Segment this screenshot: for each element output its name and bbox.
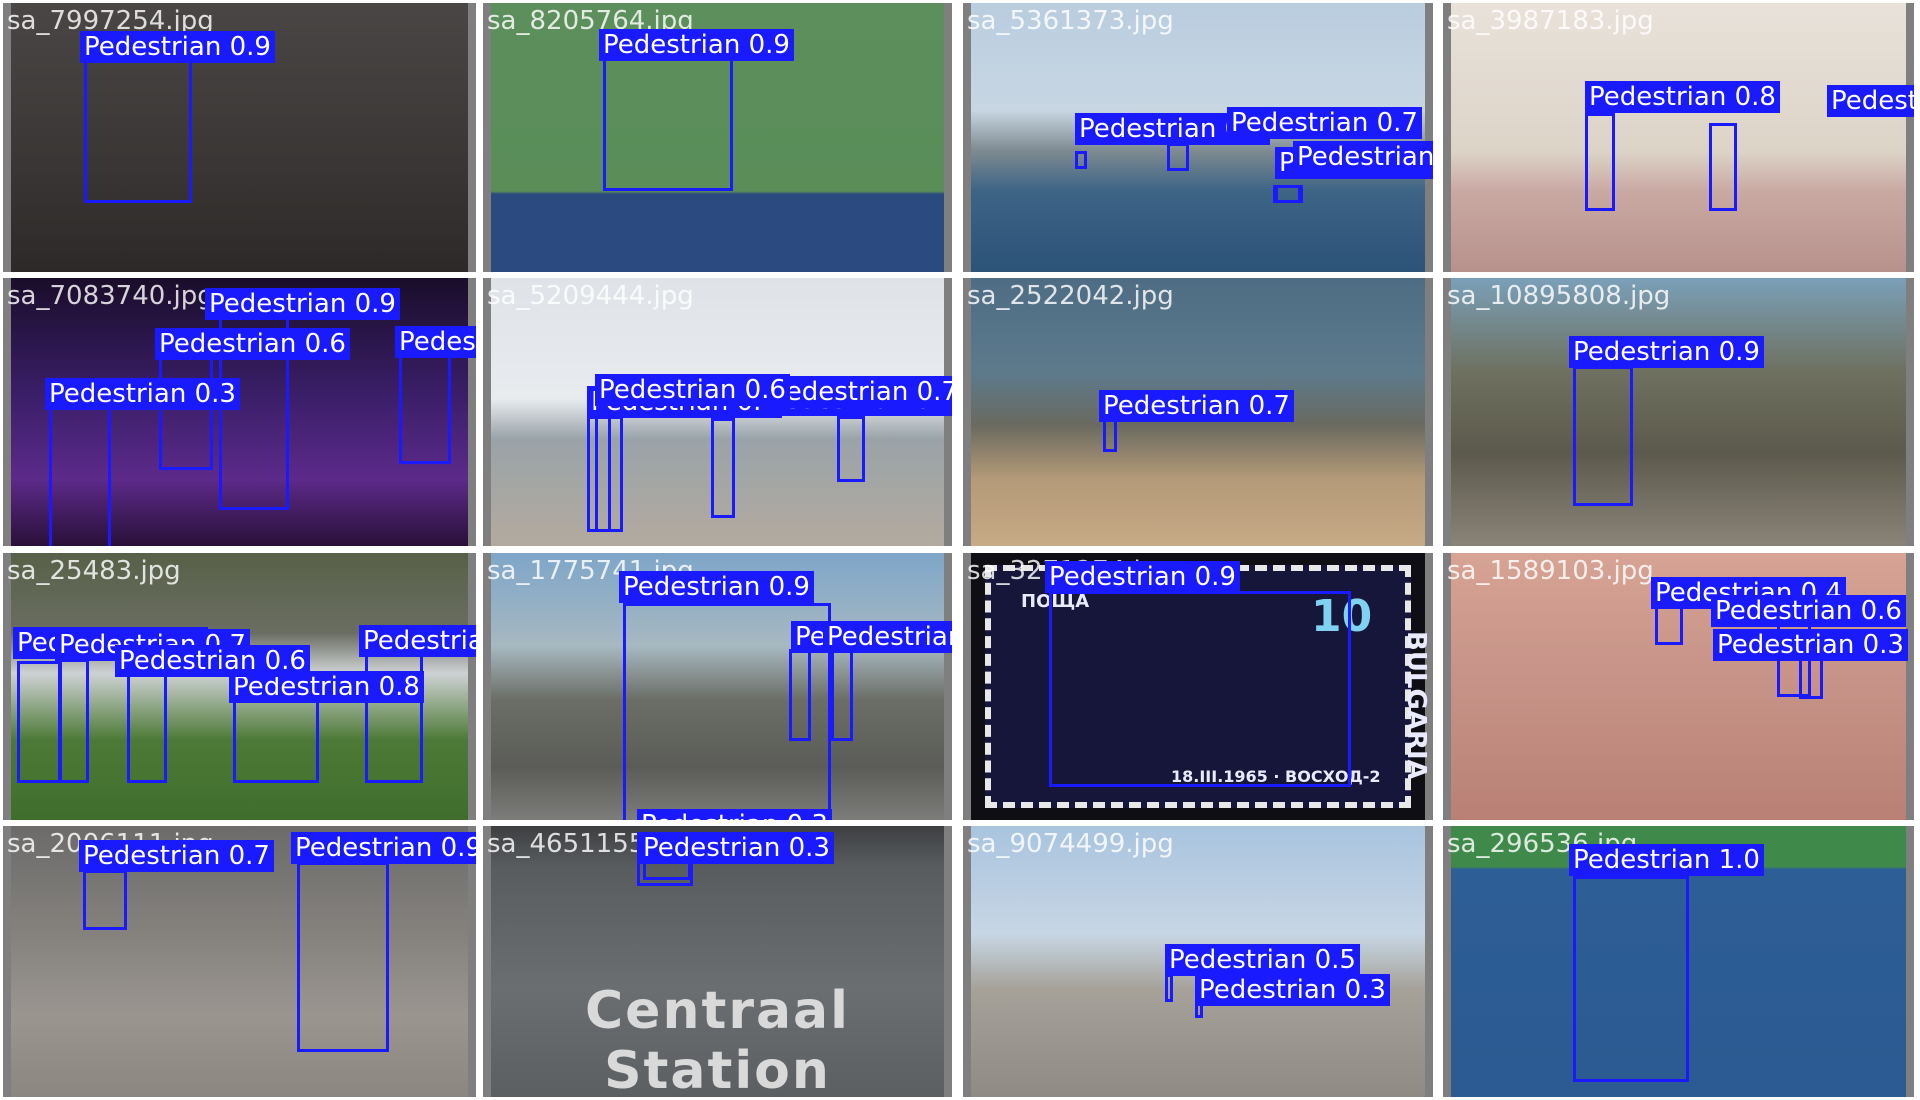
result-tile[interactable]: Centraal Station sa_4651155.jpg Pedestrian… bbox=[483, 826, 952, 1097]
result-tile[interactable]: sa_1589103.jpg Pedestrian 0.4 Pedestrian 0… bbox=[1443, 553, 1914, 820]
detection-label: Pedestrian 0.5 bbox=[1165, 944, 1360, 976]
tile-image bbox=[1451, 278, 1906, 546]
detection-label: Pedestrian 0.3 bbox=[45, 378, 240, 410]
detection-box bbox=[365, 643, 423, 783]
result-tile[interactable]: sa_3987183.jpg Pedestrian 0.9 Pedestrian 0… bbox=[1443, 3, 1914, 272]
result-tile[interactable]: sa_2522042.jpg Pedestrian 0.7 bbox=[963, 278, 1433, 546]
detection-box bbox=[1273, 185, 1303, 203]
detection-box bbox=[1167, 143, 1189, 171]
result-tile[interactable]: sa_7083740.jpg Pedestrian 0.9 Pedestrian 0… bbox=[3, 278, 476, 546]
detection-label: Pedestrian 0.7 bbox=[1227, 107, 1422, 139]
detection-box bbox=[789, 649, 811, 741]
detection-label: Pedestrian 0.6 bbox=[395, 326, 476, 358]
tile-filename: sa_25483.jpg bbox=[7, 556, 181, 586]
stamp-country-text: BULGARIA bbox=[1401, 631, 1431, 780]
detection-label: Pedestrian 0.3 bbox=[1713, 629, 1908, 661]
stamp-border: ПОЩА 10 BULGARIA 18.III.1965 · ВОСХОД-2 bbox=[985, 565, 1431, 808]
detection-box bbox=[623, 603, 831, 820]
detection-box bbox=[127, 659, 167, 783]
detection-label: Pedestrian 0.3 bbox=[1293, 141, 1433, 173]
detection-box bbox=[831, 649, 853, 741]
detection-label: Pedestrian 0.3 bbox=[637, 809, 832, 820]
station-sign-text: Centraal Station bbox=[585, 981, 850, 1097]
detection-label: Pedestrian 0.8 bbox=[229, 671, 424, 703]
tile-image bbox=[1451, 3, 1906, 272]
detection-label: Pedestrian 0.3 bbox=[823, 621, 952, 653]
detection-label: Pedestrian 0.9 bbox=[599, 29, 794, 61]
tile-filename: sa_5209444.jpg bbox=[487, 281, 694, 311]
detection-box bbox=[1573, 366, 1633, 506]
detection-box bbox=[84, 55, 192, 203]
detection-label: Pedestrian 0.6 bbox=[1711, 595, 1906, 627]
detection-label: Pedestrian 0.9 bbox=[1827, 85, 1914, 117]
detection-box bbox=[1165, 974, 1173, 1002]
detection-box bbox=[1075, 151, 1087, 169]
result-tile[interactable]: sa_8205764.jpg Pedestrian 0.9 bbox=[483, 3, 952, 272]
detection-label: Pedestrian 0.9 bbox=[359, 625, 476, 657]
detection-box bbox=[1709, 123, 1737, 211]
detection-box bbox=[711, 418, 735, 518]
tile-filename: sa_2522042.jpg bbox=[967, 281, 1174, 311]
tile-image bbox=[11, 278, 468, 546]
detection-label: Pedestrian 0.3 bbox=[1195, 974, 1390, 1006]
detection-label: Pedestrian 0.7 bbox=[1099, 390, 1294, 422]
detection-label: Pedestrian 0.9 bbox=[1045, 561, 1240, 593]
detection-box bbox=[1049, 591, 1351, 787]
detection-box bbox=[595, 416, 611, 532]
result-tile[interactable]: sa_296536.jpg Pedestrian 1.0 bbox=[1443, 826, 1914, 1097]
result-tile[interactable]: sa_9074499.jpg Pedestrian 0.5 Pedestrian 0… bbox=[963, 826, 1433, 1097]
tile-filename: sa_3987183.jpg bbox=[1447, 6, 1654, 36]
detection-box bbox=[1103, 418, 1117, 452]
detection-box bbox=[1585, 113, 1615, 211]
tile-filename: sa_5361373.jpg bbox=[967, 6, 1174, 36]
detection-label: Pedestrian 0.7 bbox=[79, 840, 274, 872]
detection-label: Pedestrian 0.9 bbox=[1569, 336, 1764, 368]
detection-label: Pedestrian 0.6 bbox=[115, 645, 310, 677]
detection-box bbox=[1655, 605, 1683, 645]
stamp-header-text: ПОЩА bbox=[1021, 591, 1090, 612]
detection-label: Pedestrian 0.9 bbox=[80, 31, 275, 63]
stamp-denomination: 10 bbox=[1311, 591, 1373, 642]
detection-label: Pedestrian 1.0 bbox=[1569, 844, 1764, 876]
detection-box bbox=[1573, 876, 1689, 1082]
detection-label: Pedestrian 0.6 bbox=[595, 374, 790, 406]
detection-box bbox=[17, 661, 61, 783]
tile-filename: sa_7997254.jpg bbox=[7, 6, 214, 36]
detection-label: Pedestrian 0.9 bbox=[291, 832, 476, 864]
detection-label: Pedestrian 0.8 bbox=[1585, 81, 1780, 113]
tile-filename: sa_9074499.jpg bbox=[967, 829, 1174, 859]
tile-filename: sa_10895808.jpg bbox=[1447, 281, 1671, 311]
detection-box bbox=[59, 659, 89, 783]
detection-label: Pedestrian 0.9 bbox=[619, 571, 814, 603]
tile-image: Centraal Station bbox=[491, 826, 944, 1097]
detection-label: Pedestrian 0.6 bbox=[155, 328, 350, 360]
tile-filename: sa_1589103.jpg bbox=[1447, 556, 1654, 586]
result-tile[interactable]: sa_7997254.jpg Pedestrian 0.9 bbox=[3, 3, 476, 272]
result-tile[interactable]: sa_5361373.jpg Pedestrian 0.3 Pedestrian 0… bbox=[963, 3, 1433, 272]
detection-label: Pedestrian 0.3 bbox=[639, 832, 834, 864]
detection-label: Pedestrian 0.9 bbox=[205, 288, 400, 320]
stamp-date-text: 18.III.1965 · ВОСХОД-2 bbox=[1171, 767, 1381, 786]
detection-box bbox=[83, 870, 127, 930]
detection-box bbox=[399, 342, 451, 464]
detection-box bbox=[603, 43, 733, 191]
tile-filename: sa_7083740.jpg bbox=[7, 281, 214, 311]
detection-box bbox=[297, 862, 389, 1052]
detection-box bbox=[837, 416, 865, 482]
detection-label: Pedestrian 0.7 bbox=[767, 376, 952, 408]
result-tile[interactable]: sa_10895808.jpg Pedestrian 0.9 bbox=[1443, 278, 1914, 546]
